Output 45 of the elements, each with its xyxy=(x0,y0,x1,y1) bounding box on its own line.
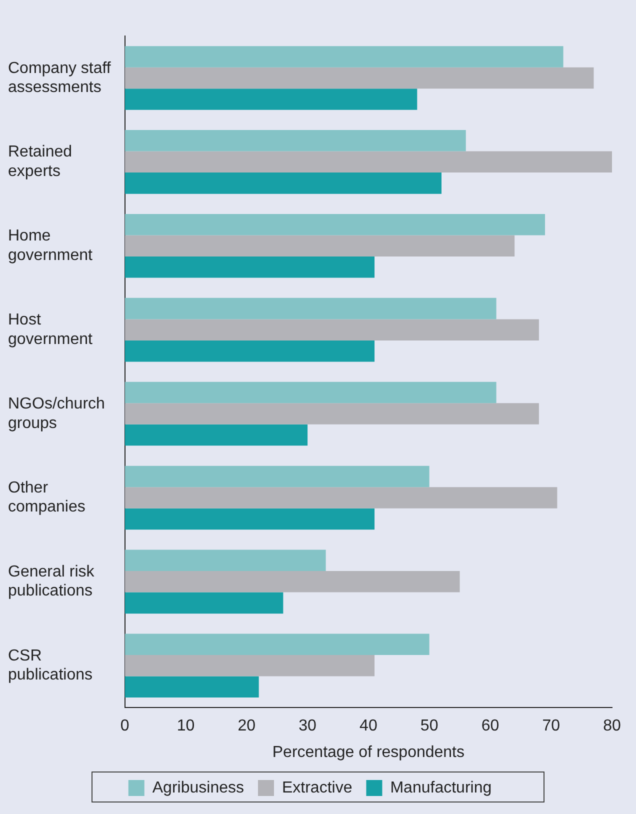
x-tick-label: 40 xyxy=(360,718,378,735)
y-tick-label: NGOs/church groups xyxy=(8,396,105,432)
bar xyxy=(124,319,539,340)
y-tick-label: Company staff assessments xyxy=(8,60,112,96)
x-tick-label: 10 xyxy=(176,718,195,735)
legend-label: Agribusiness xyxy=(152,779,244,796)
bar xyxy=(124,340,375,362)
bar xyxy=(124,130,466,152)
bar xyxy=(124,46,564,68)
bar xyxy=(124,487,558,508)
bar xyxy=(124,676,259,698)
y-tick-label: CSR publications xyxy=(8,647,92,684)
y-tick-label: Host government xyxy=(8,312,94,348)
bar xyxy=(124,151,612,173)
bar xyxy=(124,424,308,446)
x-axis-title: Percentage of respondents xyxy=(272,744,465,761)
bar xyxy=(124,634,430,655)
bar xyxy=(124,67,594,89)
bar xyxy=(124,403,539,424)
legend-label: Extractive xyxy=(282,779,352,796)
bar xyxy=(124,508,375,530)
bar xyxy=(124,382,496,404)
bar xyxy=(124,214,546,236)
x-tick-label: 80 xyxy=(603,718,621,735)
bar xyxy=(124,592,284,614)
x-tick-label: 30 xyxy=(298,718,317,735)
bar xyxy=(124,550,326,572)
y-tick-label: Home government xyxy=(8,228,94,264)
bar xyxy=(124,172,442,194)
bar xyxy=(124,298,496,320)
bar xyxy=(124,88,418,110)
x-tick-label: 50 xyxy=(420,718,438,735)
legend-label: Manufacturing xyxy=(390,779,492,796)
bar xyxy=(124,235,515,257)
x-tick-label: 70 xyxy=(542,718,560,735)
bar xyxy=(124,256,375,278)
bar xyxy=(124,571,460,592)
y-tick-label: Retained experts xyxy=(8,144,72,180)
x-tick-label: 60 xyxy=(481,718,500,735)
y-tick-label: Other companies xyxy=(8,480,86,516)
x-tick-label: 0 xyxy=(120,718,130,735)
x-tick-label: 20 xyxy=(238,718,256,735)
bar xyxy=(124,466,430,488)
y-tick-label: General risk publications xyxy=(8,563,96,600)
bar xyxy=(124,654,375,676)
